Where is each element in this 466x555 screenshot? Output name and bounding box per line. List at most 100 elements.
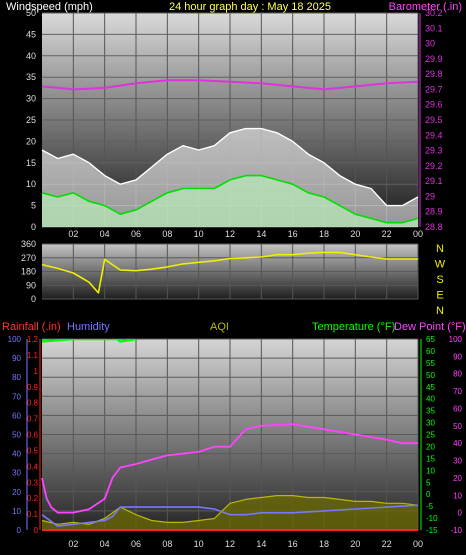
dewpoint-tick-label: 60	[453, 404, 462, 413]
temperature-tick-label: 30	[426, 419, 435, 428]
rainfall-tick-label: 0.2	[27, 494, 39, 503]
x-tick-label-top: 08	[162, 229, 172, 239]
wind-tick-label: 50	[26, 8, 36, 18]
x-tick-label-bottom: 14	[256, 539, 266, 549]
wind-tick-label: 25	[26, 115, 36, 125]
dewpoint-tick-label: 0	[458, 509, 463, 518]
barometer-axis-title: Barometer (.in)	[389, 1, 462, 13]
temperature-tick-label: 40	[426, 395, 435, 404]
x-tick-label-top: 20	[350, 229, 360, 239]
x-tick-label-top: 14	[256, 229, 266, 239]
x-tick-label-bottom: 16	[288, 539, 298, 549]
rainfall-tick-label: 0	[34, 526, 39, 535]
wind-tick-label: 5	[31, 201, 36, 211]
barometer-tick-label: 29.7	[425, 84, 443, 94]
rainfall-axis-title: Rainfall (.in)	[2, 321, 61, 333]
wind-average-area	[42, 175, 418, 227]
dewpoint-tick-label: 10	[453, 491, 462, 500]
humidity-tick-label: 20	[12, 488, 21, 497]
barometer-tick-label: 29.6	[425, 100, 443, 110]
x-tick-label-bottom: 18	[319, 539, 329, 549]
wind-gust-line	[41, 127, 419, 207]
wind-direction-line	[41, 251, 418, 294]
compass-label: N	[436, 243, 444, 255]
humidity-line	[41, 504, 419, 527]
barometer-tick-label: 30.1	[425, 23, 443, 33]
x-tick-label-top: 18	[319, 229, 329, 239]
wind-tick-label: 15	[26, 158, 36, 168]
rainfall-tick-label: 1.2	[27, 335, 39, 344]
direction-tick-label: 0	[31, 294, 36, 304]
dewpoint-tick-label: 90	[453, 352, 462, 361]
temperature-tick-label: 45	[426, 383, 435, 392]
wind-tick-label: 0	[31, 222, 36, 232]
humidity-tick-label: 100	[8, 335, 22, 344]
barometer-line	[41, 79, 419, 91]
temperature-tick-label: 10	[426, 466, 435, 475]
x-tick-label-top: 16	[288, 229, 298, 239]
dewpoint-tick-label: -10	[450, 526, 462, 535]
temperature-tick-label: 20	[426, 442, 435, 451]
x-tick-label-bottom: 20	[350, 539, 360, 549]
compass-label: W	[435, 259, 446, 271]
rainfall-tick-label: 0.4	[27, 462, 39, 471]
barometer-tick-label: 28.8	[425, 222, 443, 232]
temperature-axis-title: Temperature (°F)	[312, 321, 395, 333]
wind-tick-label: 40	[26, 51, 36, 61]
barometer-tick-label: 30	[425, 39, 435, 49]
wind-tick-label: 20	[26, 136, 36, 146]
direction-tick-label: 180	[21, 267, 36, 277]
direction-tick-label: 270	[21, 253, 36, 263]
aqi-area	[42, 495, 418, 530]
dewpoint-tick-label: 80	[453, 370, 462, 379]
dewpoint-tick-label: 100	[449, 335, 463, 344]
temperature-tick-label: 60	[426, 347, 435, 356]
rainfall-tick-label: 0.1	[27, 510, 39, 519]
barometer-tick-label: 28.9	[425, 207, 443, 217]
dewpoint-tick-label: 50	[453, 422, 462, 431]
x-tick-label-top: 06	[131, 229, 141, 239]
aqi-line	[41, 495, 419, 525]
dewpoint-axis-title: Dew Point (°F)	[394, 321, 466, 333]
x-tick-label-top: 10	[194, 229, 204, 239]
rainfall-tick-label: 0.5	[27, 446, 39, 455]
temperature-tick-label: 25	[426, 431, 435, 440]
wind-tick-label: 10	[26, 179, 36, 189]
wind-axis-title: Windspeed (mph)	[6, 1, 93, 13]
temperature-tick-label: 55	[426, 359, 435, 368]
compass-label: E	[436, 290, 443, 302]
rainfall-tick-label: 0.6	[27, 431, 39, 440]
x-tick-label-bottom: 02	[68, 539, 78, 549]
x-tick-label-bottom: 10	[194, 539, 204, 549]
humidity-axis-title: Humidity	[67, 321, 110, 333]
barometer-tick-label: 29.1	[425, 176, 443, 186]
wind-average-line	[41, 174, 419, 224]
humidity-tick-label: 40	[12, 450, 21, 459]
humidity-tick-label: 10	[12, 507, 21, 516]
x-tick-label-bottom: 04	[100, 539, 110, 549]
direction-tick-label: 90	[26, 280, 36, 290]
temperature-tick-label: 50	[426, 371, 435, 380]
compass-label: S	[436, 274, 443, 286]
temperature-tick-label: 15	[426, 454, 435, 463]
humidity-tick-label: 80	[12, 373, 21, 382]
barometer-tick-label: 30.2	[425, 8, 443, 18]
humidity-tick-label: 90	[12, 354, 21, 363]
humidity-tick-label: 50	[12, 431, 21, 440]
temperature-tick-label: -5	[426, 502, 434, 511]
compass-label: N	[436, 305, 444, 317]
barometer-tick-label: 29	[425, 191, 435, 201]
temperature-tick-label: 5	[426, 478, 431, 487]
wind-tick-label: 30	[26, 94, 36, 104]
rainfall-tick-label: 0.3	[27, 478, 39, 487]
temperature-tick-label: -15	[426, 526, 438, 535]
temperature-tick-label: -10	[426, 514, 438, 523]
temperature-tick-label: 0	[426, 490, 431, 499]
temperature-tick-label: 65	[426, 335, 435, 344]
dewpoint-tick-label: 20	[453, 474, 462, 483]
x-tick-label-bottom: 22	[382, 539, 392, 549]
x-tick-label-top: 00	[413, 229, 423, 239]
dewpoint-line	[41, 423, 418, 514]
chart-title: 24 hour graph day : May 18 2025	[169, 1, 331, 13]
barometer-tick-label: 29.4	[425, 130, 443, 140]
